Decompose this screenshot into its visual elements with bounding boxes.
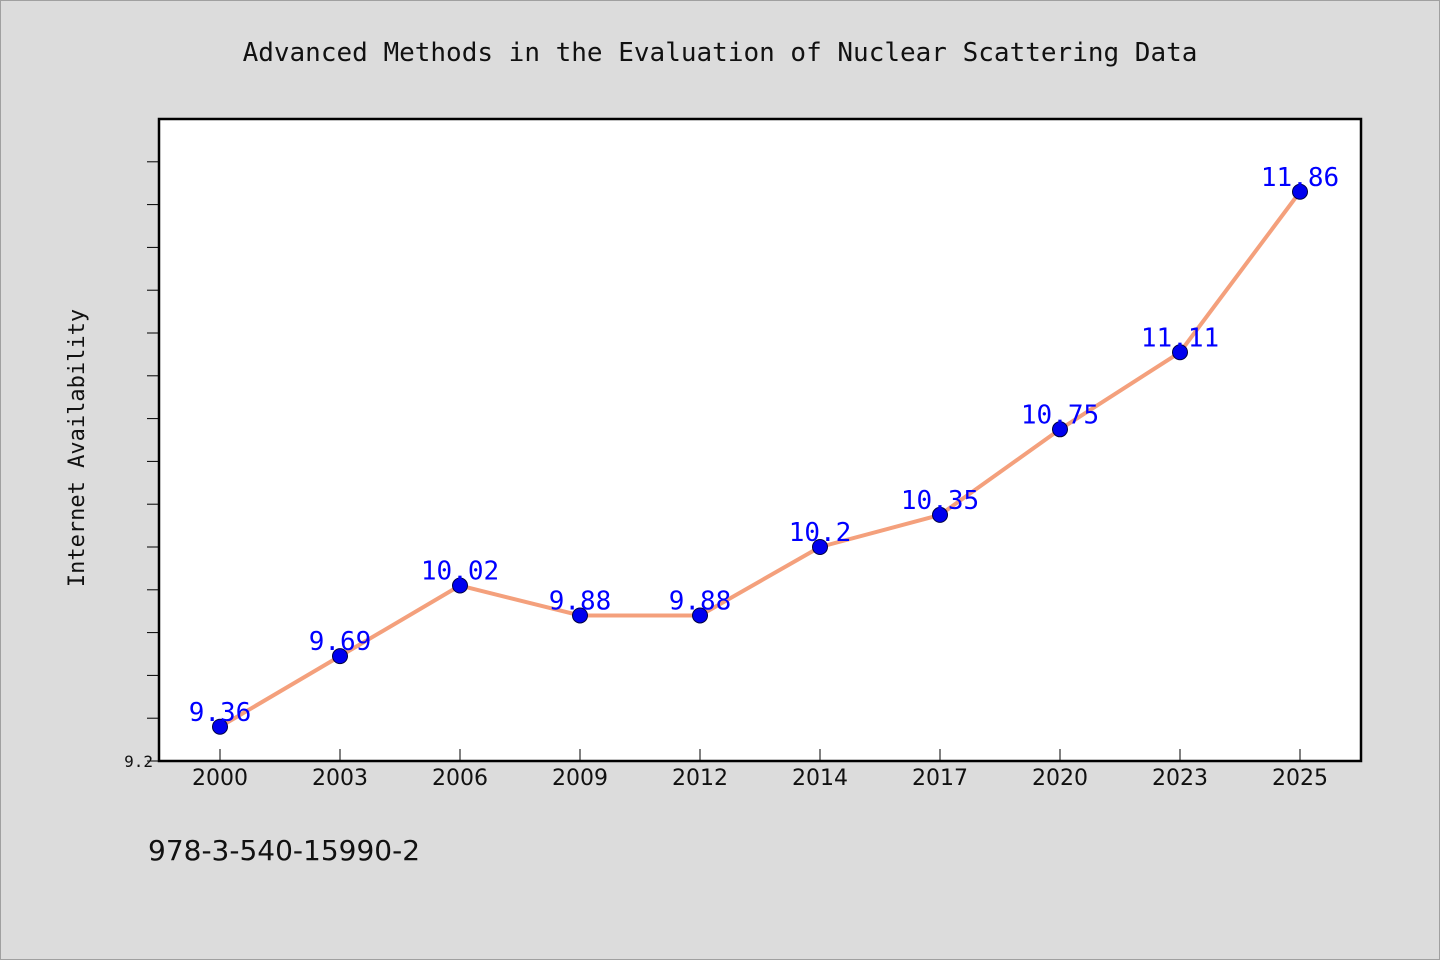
data-label: 9.88 bbox=[669, 586, 732, 616]
x-tick-label: 2012 bbox=[672, 766, 728, 791]
isbn-text: 978-3-540-15990-2 bbox=[148, 834, 421, 867]
x-axis-ticks: 2000 2003 2006 2009 2012 2014 2017 2020 2023 2025 bbox=[192, 749, 1328, 791]
x-tick-label: 2020 bbox=[1032, 766, 1088, 791]
data-label: 11.86 bbox=[1261, 163, 1339, 193]
y-axis-ticks: 9.2 bbox=[124, 161, 159, 771]
y-axis-label: Internet Availability bbox=[65, 309, 90, 587]
x-tick-label: 2025 bbox=[1272, 766, 1328, 791]
x-tick-label: 2000 bbox=[192, 766, 248, 791]
data-label: 10.02 bbox=[421, 557, 499, 587]
x-tick-label: 2017 bbox=[912, 766, 968, 791]
data-point bbox=[452, 577, 468, 594]
x-tick-label: 2003 bbox=[312, 766, 368, 791]
data-label: 10.35 bbox=[901, 486, 979, 516]
data-label: 10.75 bbox=[1021, 400, 1099, 430]
x-tick-label: 2014 bbox=[792, 766, 848, 791]
data-label: 9.88 bbox=[549, 586, 612, 616]
chart-title: Advanced Methods in the Evaluation of Nu… bbox=[243, 38, 1198, 68]
data-point bbox=[572, 607, 588, 624]
data-point bbox=[1292, 183, 1308, 200]
series-line-group bbox=[218, 189, 1302, 729]
data-point bbox=[812, 539, 828, 555]
x-tick-label: 2006 bbox=[432, 766, 488, 791]
data-point bbox=[332, 648, 348, 665]
y-tick-label: 9.2 bbox=[124, 752, 153, 771]
data-point bbox=[932, 506, 948, 523]
data-point bbox=[212, 718, 228, 735]
data-label: 9.69 bbox=[309, 627, 372, 657]
data-point bbox=[1052, 421, 1068, 438]
plot-area bbox=[157, 117, 1363, 763]
data-label: 11.11 bbox=[1141, 323, 1219, 353]
data-point bbox=[692, 607, 708, 624]
x-tick-label: 2009 bbox=[552, 766, 608, 791]
x-tick-label: 2023 bbox=[1152, 766, 1208, 791]
data-markers bbox=[212, 183, 1308, 735]
data-label: 10.2 bbox=[789, 518, 852, 548]
data-label: 9.36 bbox=[189, 698, 252, 728]
data-point bbox=[1172, 344, 1188, 361]
series-line bbox=[218, 189, 1302, 729]
data-labels: 9.36 9.69 10.02 9.88 9.88 10.2 10.35 10.75 11.11… bbox=[189, 163, 1339, 728]
